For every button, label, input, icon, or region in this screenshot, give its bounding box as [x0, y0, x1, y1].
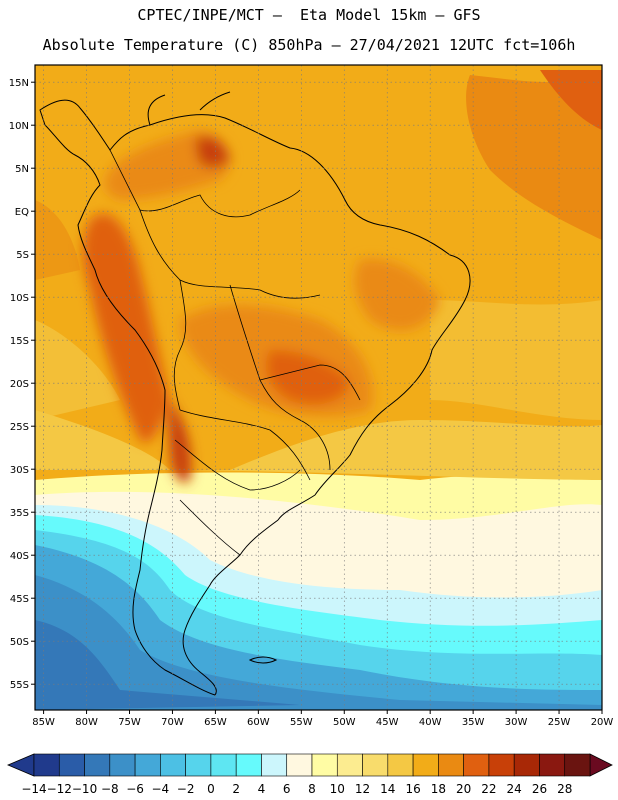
colorbar-label: −8 — [101, 782, 119, 796]
lon-label: 50W — [333, 717, 356, 728]
lon-label: 55W — [290, 717, 313, 728]
lat-label: 20S — [10, 379, 29, 390]
colorbar-label: 12 — [355, 782, 370, 796]
colorbar-label: −4 — [152, 782, 170, 796]
colorbar-swatch — [387, 753, 414, 777]
colorbar-swatch — [311, 753, 338, 777]
colorbar: −14 −12 −10 −8 −6 −4 −2 0 2 4 6 8 10 12 14 16 18 20 22 24 26… — [6, 753, 613, 796]
lon-label: 80W — [75, 717, 98, 728]
lat-label: 25S — [10, 422, 29, 433]
colorbar-swatch — [109, 753, 136, 777]
colorbar-swatch — [261, 753, 288, 777]
lat-label: 30S — [10, 465, 29, 476]
lat-label: EQ — [15, 207, 29, 218]
colorbar-label: 20 — [456, 782, 471, 796]
lat-label: 40S — [10, 551, 29, 562]
colorbar-label: 2 — [232, 782, 240, 796]
lon-label: 65W — [204, 717, 227, 728]
lon-label: 70W — [161, 717, 184, 728]
lon-label: 30W — [505, 717, 528, 728]
lon-label: 85W — [32, 717, 55, 728]
lon-label: 40W — [419, 717, 442, 728]
graticule — [35, 65, 603, 710]
colorbar-swatch — [235, 753, 262, 777]
colorbar-swatch — [463, 753, 490, 777]
lon-label: 35W — [462, 717, 485, 728]
colorbar-label: −6 — [126, 782, 144, 796]
colorbar-label: 16 — [405, 782, 420, 796]
colorbar-swatch — [539, 753, 566, 777]
lat-label: 50S — [10, 637, 29, 648]
colorbar-label: 8 — [308, 782, 316, 796]
axis-ticks: 85W 80W 75W 70W 65W 60W 55W 50W 45W 40W 35W 30W 25W 2… — [9, 78, 614, 728]
colorbar-label: 10 — [330, 782, 345, 796]
lat-label: 5N — [15, 164, 29, 175]
lon-label: 45W — [376, 717, 399, 728]
lon-label: 20W — [591, 717, 614, 728]
colorbar-swatch — [185, 753, 212, 777]
lat-label: 10N — [9, 121, 29, 132]
colorbar-swatch — [134, 753, 161, 777]
colorbar-label: 26 — [532, 782, 547, 796]
colorbar-high-arrow — [589, 753, 613, 777]
colorbar-label: 28 — [557, 782, 572, 796]
colorbar-swatch — [58, 753, 85, 777]
colorbar-label: −14 — [21, 782, 46, 796]
temperature-field — [35, 65, 602, 710]
lat-label: 10S — [10, 293, 29, 304]
country-borders — [109, 149, 361, 556]
colorbar-swatch — [564, 753, 591, 777]
lat-label: 55S — [10, 680, 29, 691]
colorbar-label: 14 — [380, 782, 395, 796]
colorbar-label: 24 — [507, 782, 522, 796]
colorbar-label: 22 — [481, 782, 496, 796]
colorbar-swatch — [362, 753, 389, 777]
colorbar-swatch — [438, 753, 464, 777]
coastline — [39, 91, 471, 696]
colorbar-label: 0 — [207, 782, 215, 796]
map-frame — [34, 64, 603, 711]
colorbar-swatch — [84, 753, 111, 777]
chart-title: CPTEC/INPE/MCT – Eta Model 15km – GFS — [137, 6, 481, 24]
lon-label: 25W — [548, 717, 571, 728]
lon-label: 75W — [118, 717, 141, 728]
colorbar-swatch — [33, 753, 60, 777]
colorbar-label: 4 — [258, 782, 266, 796]
lat-label: 45S — [10, 594, 29, 605]
colorbar-swatch — [286, 753, 313, 777]
colorbar-swatch — [336, 753, 363, 777]
colorbar-swatch — [412, 753, 439, 777]
lat-label: 35S — [10, 508, 29, 519]
colorbar-label: −2 — [177, 782, 195, 796]
colorbar-label: −10 — [72, 782, 97, 796]
chart-subtitle: Absolute Temperature (C) 850hPa – 27/04/… — [42, 36, 576, 54]
colorbar-swatch — [513, 753, 540, 777]
colorbar-swatch — [210, 753, 237, 777]
colorbar-low-arrow — [6, 753, 35, 777]
lat-label: 5S — [16, 250, 29, 261]
lat-label: 15S — [10, 336, 29, 347]
lat-label: 15N — [9, 78, 29, 89]
colorbar-swatch — [488, 753, 515, 777]
lon-label: 60W — [247, 717, 270, 728]
colorbar-label: 18 — [431, 782, 446, 796]
colorbar-swatch — [160, 753, 186, 777]
colorbar-label: −12 — [47, 782, 72, 796]
colorbar-label: 6 — [283, 782, 291, 796]
